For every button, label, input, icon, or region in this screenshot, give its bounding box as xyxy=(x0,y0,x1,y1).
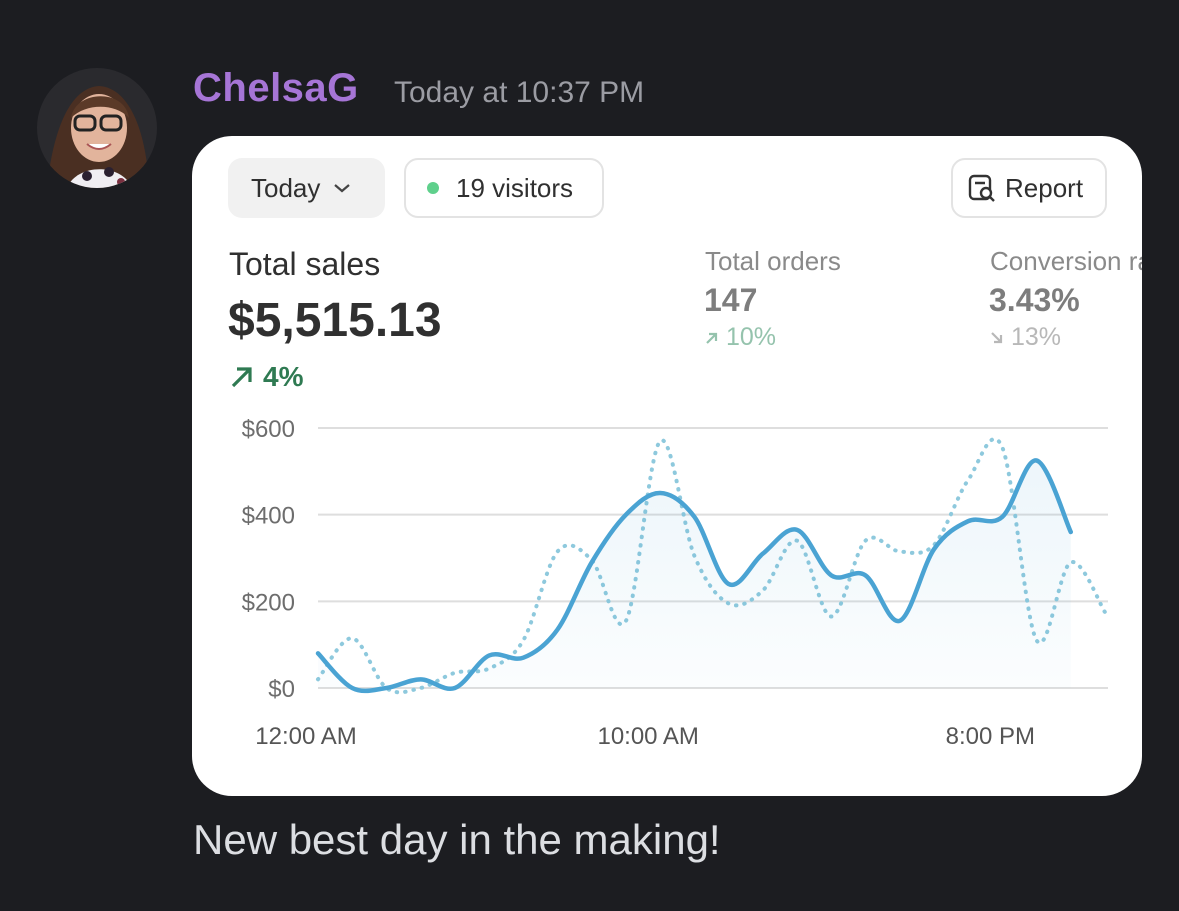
author-name[interactable]: ChelsaG xyxy=(193,66,359,110)
report-label: Report xyxy=(1005,172,1084,203)
avatar[interactable] xyxy=(37,68,157,188)
down-arrow xyxy=(991,331,1003,343)
live-dot xyxy=(427,182,439,194)
y-tick-label: $200 xyxy=(242,589,295,616)
x-tick-label: 8:00 PM xyxy=(946,723,1035,750)
metric-value: 147 xyxy=(704,282,758,318)
x-tick-label: 10:00 AM xyxy=(597,723,698,750)
metric-change: 13% xyxy=(989,323,1061,352)
sales-chart: $0 $200 $400 $600 12:00 AM 10:00 AM 8:00 PM xyxy=(242,416,1108,750)
report-icon xyxy=(968,174,995,202)
metric-change-text: 10% xyxy=(726,323,777,351)
timestamp: Today at 10:37 PM xyxy=(394,76,645,109)
visitors-label: 19 visitors xyxy=(456,172,574,203)
metric-change: 10% xyxy=(704,323,776,352)
metric-label: Conversion rate xyxy=(990,246,1142,276)
report-button: Report xyxy=(951,158,1107,218)
area xyxy=(318,460,1071,691)
metric-value: 3.43% xyxy=(989,282,1080,318)
metric-change-text: 13% xyxy=(1011,323,1062,351)
up-arrow xyxy=(231,367,252,388)
metric-label: Total orders xyxy=(705,246,841,276)
period-selector: Today xyxy=(228,158,385,218)
period-label: Today xyxy=(251,172,321,203)
message-text: New best day in the making! xyxy=(193,816,721,863)
metric-value: $5,515.13 xyxy=(228,294,442,347)
metric-change: 4% xyxy=(229,361,303,393)
visitors-badge: 19 visitors xyxy=(404,158,604,218)
metric-change-text: 4% xyxy=(263,361,304,392)
metric-label: Total sales xyxy=(229,246,381,282)
embedded-image[interactable]: Today 19 visitors Report Total sales $5,… xyxy=(192,136,1142,796)
y-tick-label: $600 xyxy=(242,416,295,443)
up-arrow xyxy=(706,332,718,344)
y-tick-label: $0 xyxy=(268,676,295,703)
x-tick-label: 12:00 AM xyxy=(255,723,356,750)
sales-line xyxy=(315,458,1074,694)
y-tick-label: $400 xyxy=(242,503,295,530)
chevron-icon xyxy=(334,184,351,193)
